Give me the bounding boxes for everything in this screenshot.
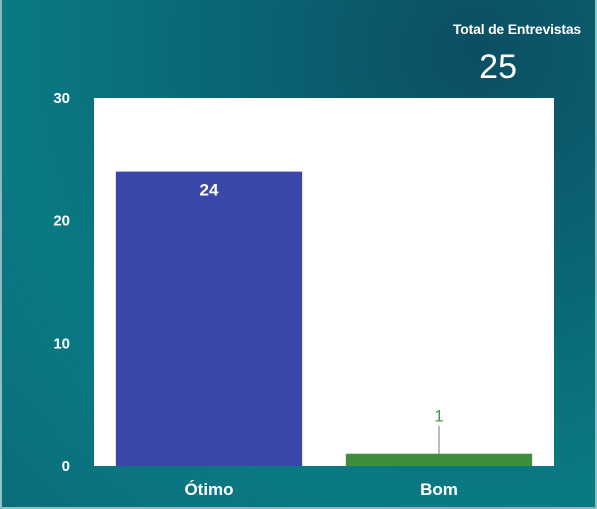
y-axis: 0 10 20 30 [53,90,70,475]
y-tick-label: 10 [53,335,70,352]
total-interviews-value: 25 [479,48,517,86]
x-axis: Ótimo Bom [184,480,457,499]
y-tick-label: 20 [53,213,70,230]
x-category-label: Bom [420,480,458,499]
bar-value-label: 1 [434,407,443,426]
bar-2[interactable] [345,453,533,466]
bar-1[interactable] [115,171,303,466]
bar-value-label: 24 [200,181,219,200]
y-tick-label: 0 [62,458,70,475]
x-category-label: Ótimo [184,480,233,499]
y-tick-label: 30 [53,90,70,107]
total-interviews-label: Total de Entrevistas [452,21,581,37]
bars: 24 1 [115,171,533,466]
